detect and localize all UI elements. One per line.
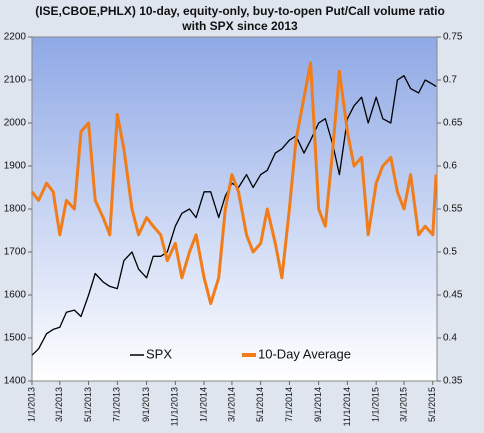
y2-tick-label: 0.55 [443,204,463,215]
y-tick-label: 2100 [4,75,27,86]
x-tick-label: 1/1/2014 [198,387,208,422]
x-tick-label: 5/1/2015 [427,387,437,422]
y-tick-label: 2000 [4,118,27,129]
y-tick-label: 1600 [4,290,27,301]
x-tick-label: 5/1/2014 [255,387,265,422]
x-tick-label: 9/1/2013 [141,387,151,422]
x-tick-label: 5/1/2013 [83,387,93,422]
x-tick-label: 1/1/2013 [26,387,36,422]
y2-tick-label: 0.35 [443,376,463,387]
x-tick-label: 11/1/2013 [170,387,180,426]
x-tick-label: 1/1/2015 [371,387,381,422]
x-tick-label: 9/1/2014 [313,387,323,422]
chart-title: (ISE,CBOE,PHLX) 10-day, equity-only, buy… [35,4,445,18]
y2-tick-label: 0.45 [443,290,463,301]
y-tick-label: 1800 [4,204,27,215]
x-tick-label: 3/1/2015 [398,387,408,422]
y-tick-label: 1700 [4,247,27,258]
x-tick-label: 7/1/2014 [284,387,294,422]
x-tick-label: 11/1/2014 [342,387,352,426]
y2-tick-label: 0.75 [443,32,463,43]
plot-area [31,36,438,382]
y2-tick-label: 0.6 [443,161,457,172]
y-tick-label: 1500 [4,333,27,344]
chart-title: with SPX since 2013 [181,19,298,33]
y-tick-label: 1400 [4,376,27,387]
y2-tick-label: 0.7 [443,75,457,86]
y2-tick-label: 0.65 [443,118,463,129]
x-tick-label: 3/1/2014 [226,387,236,422]
series-line [30,61,438,306]
y-tick-label: 1900 [4,161,27,172]
x-tick-label: 7/1/2013 [112,387,122,422]
legend-label: SPX [146,346,172,361]
legend-label: 10-Day Average [258,346,351,361]
y-tick-label: 2200 [4,32,27,43]
x-tick-label: 3/1/2013 [54,387,64,422]
y2-tick-label: 0.5 [443,247,457,258]
y2-tick-label: 0.4 [443,333,457,344]
